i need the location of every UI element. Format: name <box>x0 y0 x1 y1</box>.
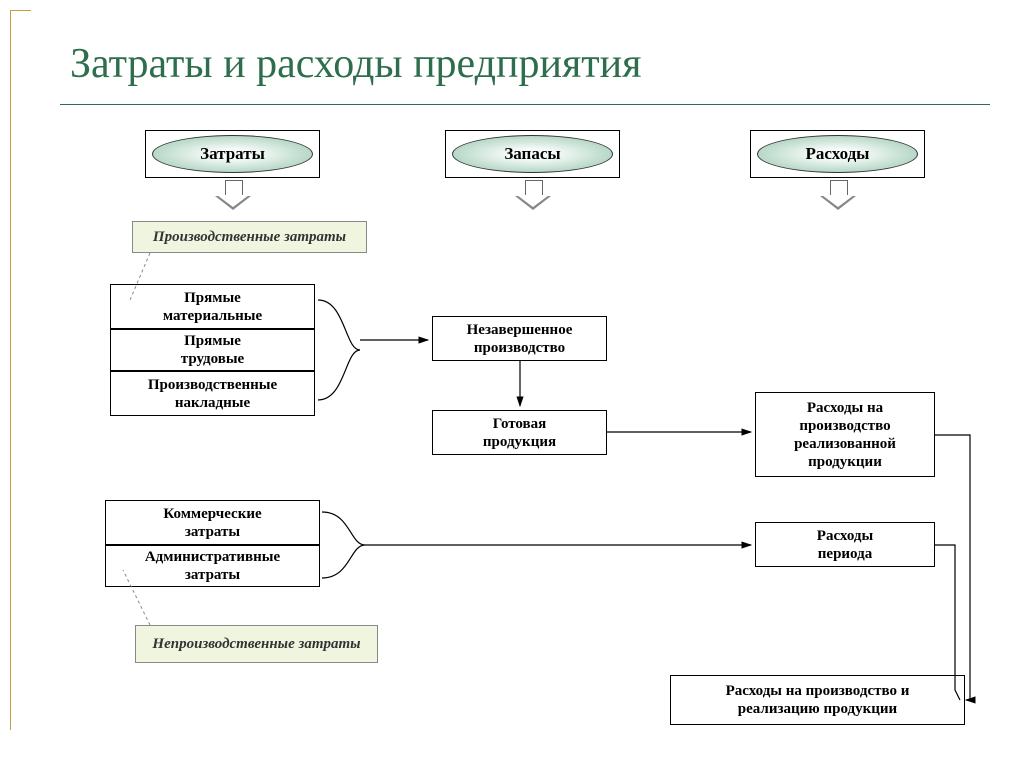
pill-expenses: Расходы <box>750 130 925 178</box>
down-arrow-costs <box>215 180 251 210</box>
pill-stocks-inner: Запасы <box>452 135 613 173</box>
pill-expenses-inner: Расходы <box>757 135 918 173</box>
box-admin-costs: Административныезатраты <box>105 545 320 587</box>
down-arrow-stocks <box>515 180 551 210</box>
tag-nonproduction-costs: Непроизводственные затраты <box>135 625 378 663</box>
box-direct-material: Прямыематериальные <box>110 284 315 329</box>
pill-costs-inner: Затраты <box>152 135 313 173</box>
box-production-overhead: Производственныенакладные <box>110 371 315 416</box>
box-commercial-costs: Коммерческиезатраты <box>105 500 320 545</box>
box-wip: Незавершенноепроизводство <box>432 316 607 361</box>
box-total-expenses: Расходы на производство иреализацию прод… <box>670 675 965 725</box>
slide-title: Затраты и расходы предприятия <box>70 40 641 88</box>
frame-corner <box>10 10 31 31</box>
pill-costs: Затраты <box>145 130 320 178</box>
box-finished-goods: Готоваяпродукция <box>432 410 607 455</box>
box-period-expenses: Расходыпериода <box>755 522 935 567</box>
title-underline <box>60 104 990 105</box>
down-arrow-expenses <box>820 180 856 210</box>
frame-left-line <box>10 30 11 730</box>
box-cogs: Расходы напроизводствореализованнойпроду… <box>755 392 935 477</box>
pill-stocks: Запасы <box>445 130 620 178</box>
box-direct-labor: Прямыетрудовые <box>110 329 315 371</box>
tag-production-costs: Производственные затраты <box>132 221 367 253</box>
